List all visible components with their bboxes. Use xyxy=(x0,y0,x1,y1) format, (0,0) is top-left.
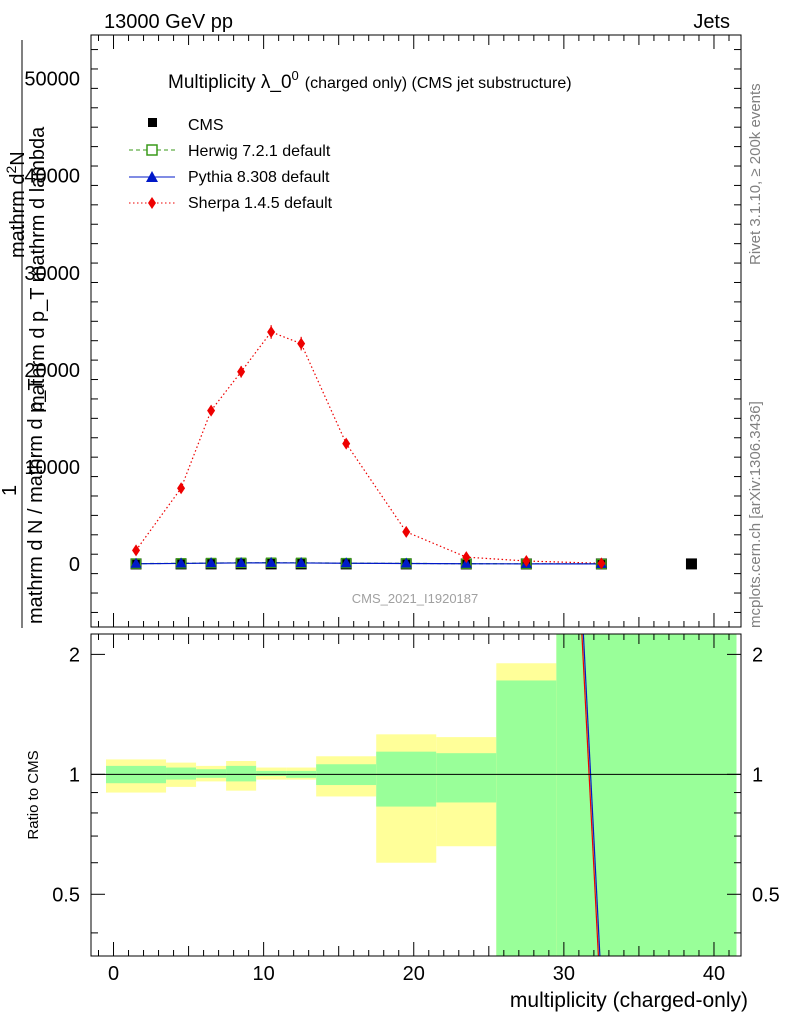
ratio-ylabel: Ratio to CMS xyxy=(25,750,42,839)
sherpa-point xyxy=(342,437,351,450)
ratio-xtick-label: 20 xyxy=(403,963,425,985)
pythia-point xyxy=(235,556,247,567)
main-ytick-label: 30000 xyxy=(24,263,80,285)
sherpa-point xyxy=(462,551,471,564)
ratio-xtick-label: 40 xyxy=(703,963,725,985)
ratio-x-axis: 0 10 20 30 40 xyxy=(98,634,730,985)
main-ytick-label: 20000 xyxy=(24,360,80,382)
cms-point xyxy=(685,558,697,570)
main-plot-series xyxy=(130,325,697,570)
legend-pythia-label: Pythia 8.308 default xyxy=(188,169,330,186)
pythia-point xyxy=(265,556,277,567)
ylabel-one: 1 xyxy=(0,485,21,496)
main-x-ticks xyxy=(98,35,730,627)
legend-pythia-marker xyxy=(146,171,158,182)
legend-herwig-marker xyxy=(146,144,158,156)
legend-cms-marker xyxy=(148,118,157,127)
ratio-band-green xyxy=(496,680,557,956)
ratio-ytick-label: 1 xyxy=(69,764,80,786)
main-plot-frame xyxy=(90,34,742,628)
ratio-model-lines xyxy=(581,633,601,957)
ratio-xtick-label: 0 xyxy=(108,963,119,985)
ratio-y-axis: 0.5 0.5 1 1 2 2 xyxy=(52,644,780,934)
legend-sherpa-marker xyxy=(148,197,156,209)
sherpa-point xyxy=(597,557,606,570)
main-ytick-label: 0 xyxy=(69,554,80,576)
x-axis-label: multiplicity (charged-only) xyxy=(510,989,748,1012)
ratio-ytick-label: 0.5 xyxy=(52,884,80,906)
ratio-line xyxy=(582,633,601,957)
legend-sherpa-label: Sherpa 1.4.5 default xyxy=(188,195,333,212)
ratio-ytick-label-right: 1 xyxy=(752,764,763,786)
sherpa-point xyxy=(402,525,411,538)
pythia-point xyxy=(130,557,142,568)
ratio-uncertainty-bands xyxy=(106,634,737,956)
sherpa-point xyxy=(237,365,246,378)
sherpa-point xyxy=(132,544,141,557)
legend-cms-label: CMS xyxy=(188,117,224,134)
sherpa-point xyxy=(177,482,186,495)
pythia-point xyxy=(175,557,187,568)
ratio-ytick-label-right: 0.5 xyxy=(752,884,780,906)
pythia-point xyxy=(205,557,217,568)
plot-title: Multiplicity λ_00 (charged only) (CMS jet… xyxy=(168,68,572,93)
ratio-plot-frame xyxy=(90,633,742,957)
sherpa-point xyxy=(207,404,216,417)
pythia-point xyxy=(340,557,352,568)
series-line xyxy=(135,331,602,564)
pythia-point xyxy=(295,556,307,567)
energy-label: 13000 GeV pp xyxy=(104,11,233,33)
ylabel-norm: mathrm d N / mathrm d p_T xyxy=(25,378,47,624)
ratio-band-green xyxy=(436,753,497,803)
ratio-band-green xyxy=(226,765,257,782)
main-ytick-label: 40000 xyxy=(24,166,80,188)
ratio-band-green xyxy=(256,770,287,777)
sherpa-point xyxy=(267,325,276,338)
ratio-line xyxy=(581,633,599,957)
legend-herwig-label: Herwig 7.2.1 default xyxy=(188,143,331,160)
rivet-label: Rivet 3.1.10, ≥ 200k events xyxy=(747,83,764,265)
pythia-point xyxy=(400,557,412,568)
main-y-axis: 0 10000 20000 30000 40000 50000 xyxy=(24,49,741,613)
ratio-band-green xyxy=(166,767,197,780)
sherpa-point xyxy=(297,337,306,350)
main-ytick-label: 10000 xyxy=(24,457,80,479)
main-ytick-label: 50000 xyxy=(24,69,80,91)
sherpa-point xyxy=(522,555,531,568)
category-label: Jets xyxy=(693,11,730,33)
ratio-ytick-label-right: 2 xyxy=(752,644,763,666)
ratio-xtick-label: 30 xyxy=(553,963,575,985)
legend: CMS Herwig 7.2.1 default Pythia 8.308 de… xyxy=(129,117,333,212)
ylabel-numerator: mathrm d2N xyxy=(3,151,29,258)
mcplots-label: mcplots.cern.ch [arXiv:1306.3436] xyxy=(747,401,764,628)
ratio-band-green xyxy=(556,634,737,956)
ratio-band-green xyxy=(196,769,227,778)
analysis-watermark: CMS_2021_I1920187 xyxy=(352,591,479,606)
ylabel-denominator: mathrm d p_T mathrm d lambda xyxy=(27,126,49,412)
ratio-ytick-label: 2 xyxy=(69,644,80,666)
ratio-band-green xyxy=(376,751,437,807)
ratio-xtick-label: 10 xyxy=(253,963,275,985)
